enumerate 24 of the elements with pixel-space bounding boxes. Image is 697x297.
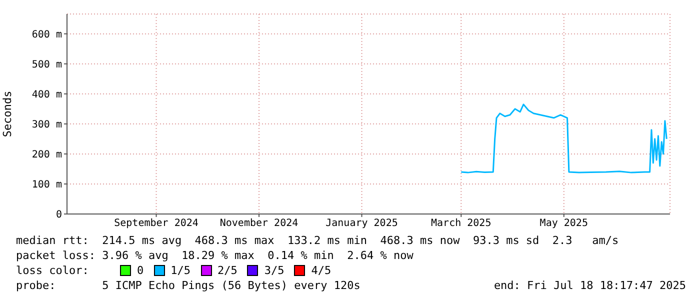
- legend-label: 4/5: [310, 263, 332, 278]
- legend-label: 1/5: [170, 263, 190, 278]
- x-tick-label: January 2025: [326, 218, 398, 230]
- y-tick-label: 600 m: [32, 29, 62, 40]
- text: median rtt: 214.5 ms avg 468.3 ms max 133.2 ms min 468.3 ms now 93.3 ms sd 2.3 am/s: [16, 233, 620, 248]
- legend-title: loss color:: [16, 263, 90, 278]
- legend-label: 2/5: [216, 263, 238, 278]
- y-tick-label: 400 m: [32, 89, 62, 100]
- y-tick-label: 500 m: [32, 59, 62, 70]
- y-tick-label: 100 m: [32, 180, 62, 191]
- y-tick-label: 200 m: [32, 149, 62, 160]
- x-tick-label: September 2024: [114, 218, 198, 230]
- x-tick-label: March 2025: [431, 218, 492, 230]
- x-tick-label: November 2024: [220, 218, 298, 230]
- x-tick-label: May 2025: [540, 218, 588, 230]
- y-axis-title: Seconds: [0, 90, 14, 138]
- text: end: Fri Jul 18 18:17:47 2025: [494, 278, 686, 293]
- y-tick-label: 0: [56, 210, 62, 221]
- line-series: [460, 104, 668, 174]
- text: packet loss: 3.96 % avg 18.29 % max 0.14 % min 2.64 % now: [16, 248, 414, 263]
- legend-label: 0: [136, 263, 144, 278]
- legend-label: 3/5: [263, 263, 284, 278]
- y-tick-label: 300 m: [32, 119, 62, 130]
- text: probe: 5 ICMP Echo Pings (56 Bytes) every 120s: [16, 278, 360, 293]
